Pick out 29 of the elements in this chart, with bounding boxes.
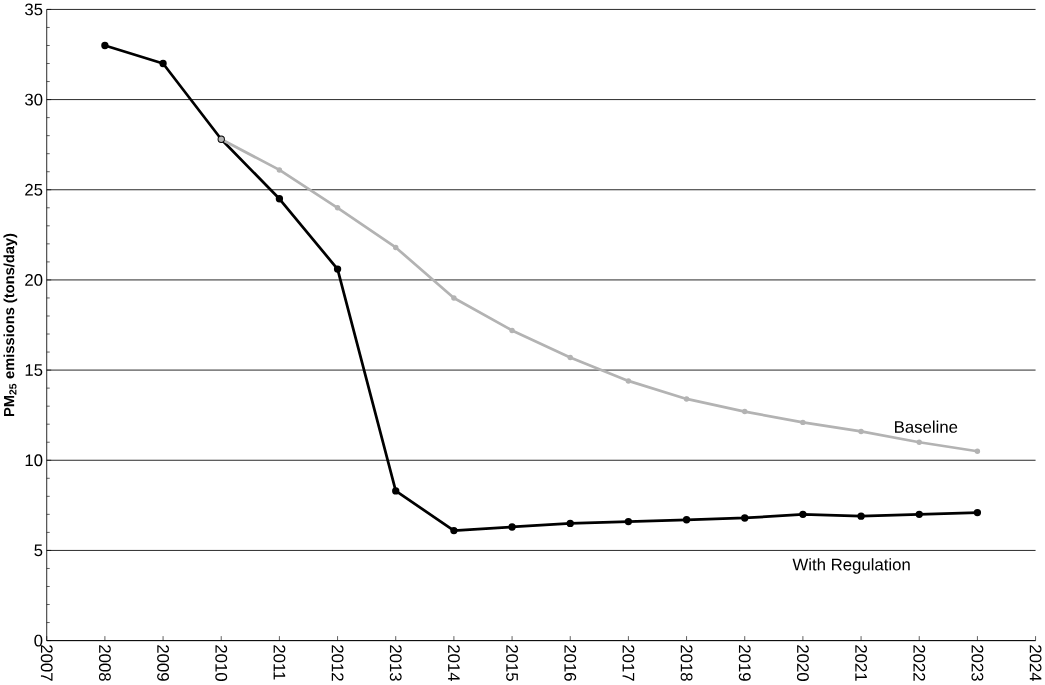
x-tick-label: 2007 xyxy=(40,645,53,681)
x-tick-label: 2021 xyxy=(855,645,867,681)
x-tick-label: 2019 xyxy=(738,645,751,681)
x-tick-label: 2022 xyxy=(913,645,926,681)
y-tick-label: 20 xyxy=(25,273,43,286)
x-tick-label: 2012 xyxy=(331,645,344,681)
x-tick-label: 2010 xyxy=(215,645,228,681)
x-tick-label: 2015 xyxy=(506,645,518,681)
x-tick-label: 2023 xyxy=(971,645,984,681)
y-tick-label: 35 xyxy=(25,3,43,16)
x-tick-label: 2014 xyxy=(447,645,460,682)
x-tick-label: 2017 xyxy=(622,645,635,681)
x-tick-label: 2016 xyxy=(564,645,577,681)
text: With Regulation xyxy=(792,558,910,574)
x-tick-label: 2013 xyxy=(389,645,402,681)
y-axis-title: PM$_{25}$ emissions (tons/day) xyxy=(3,233,18,416)
x-tick-label: 2009 xyxy=(157,645,169,681)
x-tick-label: 2018 xyxy=(680,645,693,681)
x-tick-label: 2008 xyxy=(98,645,111,681)
y-tick-label: 5 xyxy=(34,544,43,557)
x-tick-label: 2011 xyxy=(273,645,286,680)
y-tick-label: 15 xyxy=(25,364,43,376)
series-label: Baseline xyxy=(895,420,958,433)
y-tick-label: 25 xyxy=(25,183,43,196)
y-tick-label: 30 xyxy=(25,93,43,106)
y-tick-label: 0 xyxy=(34,634,43,647)
x-tick-label: 2024 xyxy=(1029,645,1042,682)
y-tick-label: 10 xyxy=(25,454,43,467)
x-tick-label: 2020 xyxy=(796,645,809,681)
